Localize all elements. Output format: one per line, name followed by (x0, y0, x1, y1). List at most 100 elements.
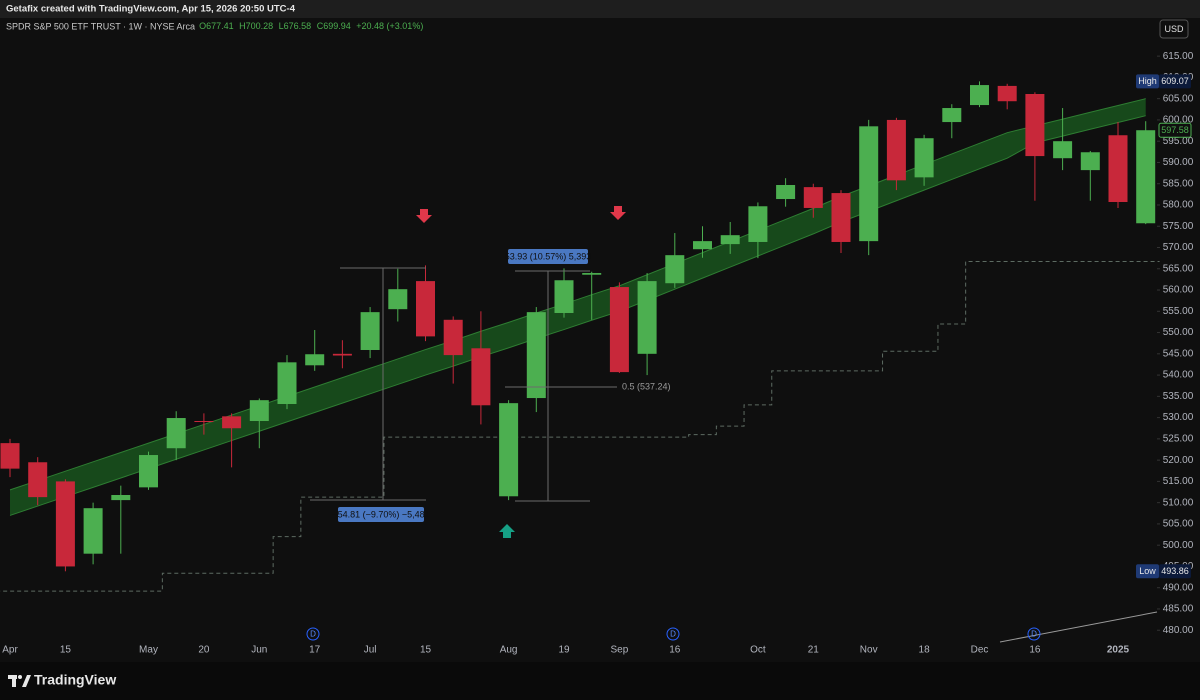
candle-body (443, 319, 463, 356)
header-bar (0, 0, 1200, 18)
candle-body (970, 85, 989, 106)
low-tag-box (1159, 564, 1191, 579)
brand: TradingView (34, 672, 116, 688)
last-price-tag: 597.58 (1158, 122, 1192, 138)
candle-body (831, 193, 851, 242)
y-tick-label: 500.00 (1163, 540, 1194, 551)
x-tick-label: 18 (919, 645, 931, 656)
candle-body (499, 403, 519, 497)
candle-body (222, 416, 242, 429)
y-tick-label: 565.00 (1163, 263, 1194, 274)
candle-body (0, 443, 20, 469)
ohlc: O677.41 H700.28 L676.58 C699.94 +20.48 (… (199, 21, 423, 31)
candle-body (1025, 93, 1045, 157)
x-tick-label: 15 (420, 645, 432, 656)
dividend-marker (1027, 627, 1041, 641)
dividend-label: D (1031, 630, 1037, 639)
logo-part (12, 675, 16, 687)
high-tag-value: 609.07 (1161, 76, 1189, 86)
candle-body (803, 187, 823, 208)
y-tick-label: 490.00 (1163, 582, 1194, 593)
x-tick-label: Sep (611, 645, 629, 656)
x-tick-label: Oct (750, 645, 766, 656)
y-tick-label: 585.00 (1163, 178, 1194, 189)
dividend-marker (666, 627, 680, 641)
y-tick-label: 605.00 (1163, 93, 1194, 104)
y-tick-label: 545.00 (1163, 348, 1194, 359)
dividend-label: D (310, 630, 316, 639)
candle-body (194, 421, 214, 423)
y-tick-label: 615.00 (1163, 51, 1194, 62)
ohlc-change: +20.48 (+3.01%) (356, 21, 423, 31)
measure-label-box (338, 507, 424, 522)
logo-part (22, 675, 31, 687)
candle-body (942, 108, 962, 123)
credit: Getafix created with TradingView.com, Ap… (6, 4, 296, 15)
y-tick-label: 540.00 (1163, 370, 1194, 381)
candle-body (582, 273, 602, 275)
sell-arrow (610, 206, 626, 220)
high-tag-label: High (1138, 76, 1157, 86)
x-tick-label: 16 (669, 645, 681, 656)
buy-arrow (499, 524, 515, 538)
dividend-markers: D D D (306, 627, 1041, 641)
candle-body (139, 455, 158, 488)
x-tick-label: 21 (808, 645, 820, 656)
band-upper (9, 98, 1146, 491)
y-tick-label: 485.00 (1163, 604, 1194, 615)
y-tick-label: 520.00 (1163, 455, 1194, 466)
low-tag-value: 493.86 (1161, 566, 1189, 576)
measure-tools (310, 267, 1158, 643)
ohlc-low: L676.58 (279, 21, 312, 31)
candle-body (360, 312, 380, 350)
ohlc-high: H700.28 (239, 21, 273, 31)
candle-body (859, 126, 879, 242)
candle-body (1136, 130, 1156, 224)
candle-body (748, 206, 768, 242)
x-tick-label: May (139, 645, 158, 656)
candle-body (83, 508, 103, 554)
trailing-line (0, 261, 1160, 592)
x-tick-label: 20 (198, 645, 210, 656)
x-tick-label: 16 (1029, 645, 1041, 656)
plot-area: Apr 15 May 20 Jun 17 Jul 15 Aug 19 Sep 16 Oct 21 Nov 18… (0, 81, 1160, 656)
y-tick-label: 515.00 (1163, 476, 1194, 487)
measure-label: 53.93 (10.57%) 5,393 (505, 251, 592, 261)
currency[interactable]: USD (1164, 24, 1184, 34)
y-tick-label: 590.00 (1163, 157, 1194, 168)
candle-body (332, 353, 352, 356)
price-axis: 480.00485.00490.00495.00500.00505.00510.… (1136, 51, 1194, 636)
x-tick-label: 17 (309, 645, 321, 656)
candle-body (914, 138, 934, 178)
candle-body (637, 281, 657, 354)
candle-body (388, 289, 408, 310)
ohlc-open: O677.41 (199, 21, 234, 31)
candle-body (997, 85, 1017, 102)
currency-button[interactable] (1159, 19, 1189, 39)
candle-body (665, 255, 685, 284)
candle-body (609, 287, 629, 373)
y-tick-label: 580.00 (1163, 200, 1194, 211)
y-tick-label: 560.00 (1163, 285, 1194, 296)
footer-bar (0, 662, 1200, 700)
y-tick-label: 535.00 (1163, 391, 1194, 402)
candle-body (693, 241, 712, 250)
y-tick-label: 480.00 (1163, 625, 1194, 636)
measure-label-box (508, 249, 588, 264)
last-price-tag-value: 597.58 (1161, 125, 1189, 135)
candle-body (249, 400, 269, 422)
band-lower (9, 115, 1146, 516)
x-tick-label: 19 (558, 645, 570, 656)
measure-label: −54.81 (−9.70%) −5,481 (332, 509, 429, 519)
last-price-tag-box (1158, 122, 1192, 138)
x-tick-label: Dec (971, 645, 989, 656)
candle-body (886, 119, 906, 181)
x-tick-label: Jul (364, 645, 377, 656)
candle-body (526, 312, 546, 399)
y-tick-label: 555.00 (1163, 306, 1194, 317)
x-tick-label: 15 (60, 645, 72, 656)
high-tag: 609.07 (1159, 74, 1191, 89)
candle-body (166, 418, 186, 449)
candle-body (111, 495, 131, 501)
